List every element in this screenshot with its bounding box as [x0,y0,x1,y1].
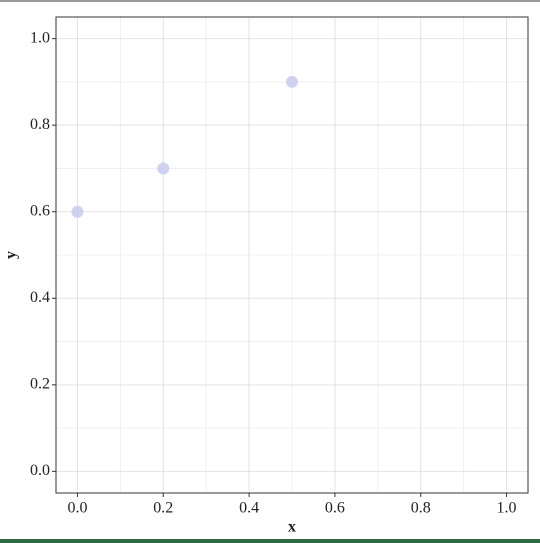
x-axis-title: x [288,519,296,536]
x-tick-label: 0.8 [411,500,431,517]
point [157,162,170,175]
y-tick-label: 0.8 [30,116,50,133]
point [286,75,298,88]
x-tick-label: 0.0 [67,500,87,517]
y-tick-label: 0.2 [30,375,50,392]
x-tick-label: 0.6 [325,500,345,517]
point [71,205,84,218]
panel-border [55,16,529,494]
y-tick-label: 0.6 [30,202,50,219]
y-axis-title: y [3,251,20,259]
y-tick-label: 0.0 [30,462,50,479]
x-tick-label: 1.0 [497,500,517,517]
y-tick-label: 0.4 [30,289,50,306]
x-tick-label: 0.2 [153,500,173,517]
plot-area [56,17,528,493]
top-border [0,0,540,2]
bottom-border [0,539,540,543]
y-tick-label: 1.0 [30,29,50,46]
x-tick-label: 0.4 [239,500,259,517]
